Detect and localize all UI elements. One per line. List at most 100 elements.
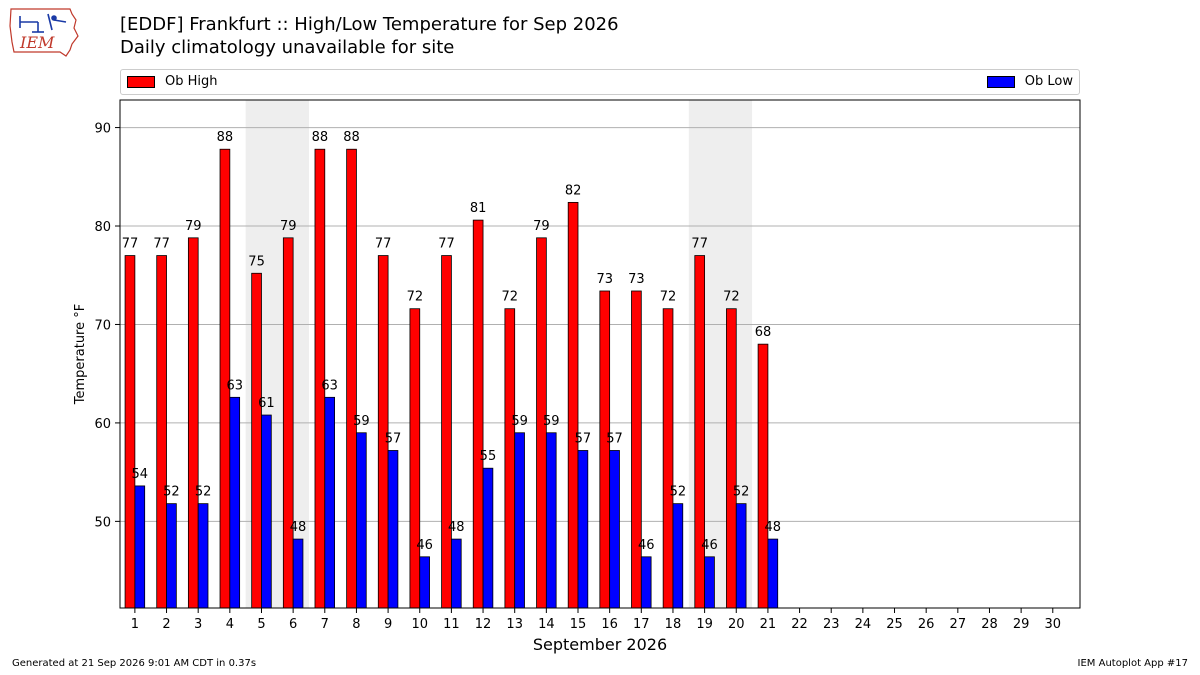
bar-high [346, 148, 357, 609]
app-id: IEM Autoplot App #17 [1077, 658, 1188, 669]
title-line-1: [EDDF] Frankfurt :: High/Low Temperature… [120, 14, 619, 35]
weekend-band [688, 100, 753, 608]
bar-low [577, 450, 589, 609]
x-tick-label: 12 [475, 617, 492, 632]
data-label-low: 59 [543, 414, 560, 429]
y-tick-label: 70 [94, 318, 111, 333]
data-label-high: 68 [755, 325, 772, 340]
chart-title: [EDDF] Frankfurt :: High/Low Temperature… [120, 13, 619, 59]
data-label-high: 72 [723, 290, 740, 305]
legend-item-high: Ob High [127, 74, 218, 89]
legend-swatch-high [127, 75, 155, 88]
data-label-high: 73 [628, 272, 645, 287]
bar-low [229, 396, 241, 609]
data-label-low: 63 [321, 378, 338, 393]
data-label-low: 63 [226, 378, 243, 393]
data-label-high: 79 [185, 219, 202, 234]
logo-text: IEM [19, 33, 55, 52]
plot-frame [119, 99, 1081, 609]
bar-low [324, 396, 335, 609]
data-label-low: 46 [638, 538, 655, 553]
bar-high [726, 308, 737, 609]
legend-label-low: Ob Low [1024, 74, 1073, 89]
data-label-low: 52 [163, 485, 180, 500]
x-tick-label: 18 [665, 617, 682, 632]
data-label-low: 59 [353, 414, 370, 429]
x-tick-label: 8 [352, 617, 360, 632]
data-label-low: 48 [765, 520, 782, 535]
generated-timestamp: Generated at 21 Sep 2026 9:01 AM CDT in … [12, 658, 257, 669]
data-label-low: 52 [195, 485, 212, 500]
x-axis-label: September 2026 [533, 635, 667, 654]
x-tick-label: 2 [162, 617, 170, 632]
weekend-band [245, 100, 309, 608]
bar-low [450, 538, 462, 609]
bar-low [672, 503, 684, 609]
bar-low [514, 432, 525, 609]
data-label-low: 48 [448, 520, 465, 535]
data-label-low: 52 [670, 485, 687, 500]
x-tick-label: 5 [257, 617, 265, 632]
x-tick-label: 6 [289, 617, 297, 632]
bar-high [599, 290, 611, 609]
x-tick-label: 30 [1045, 617, 1062, 632]
x-tick-label: 4 [226, 617, 234, 632]
x-tick-label: 24 [855, 617, 872, 632]
bar-high [409, 308, 421, 609]
x-tick-label: 29 [1013, 617, 1030, 632]
data-label-high: 79 [280, 219, 297, 234]
bar-low [735, 503, 747, 609]
data-label-low: 57 [575, 431, 592, 446]
bar-high [662, 308, 674, 609]
data-label-low: 52 [733, 485, 750, 500]
y-tick-label: 60 [94, 417, 111, 432]
bar-high [156, 255, 167, 609]
x-tick-label: 20 [728, 617, 745, 632]
x-tick-label: 25 [886, 617, 903, 632]
x-tick-label: 26 [918, 617, 935, 632]
x-tick-label: 10 [411, 617, 428, 632]
legend-label-high: Ob High [165, 74, 218, 89]
data-label-low: 54 [132, 467, 149, 482]
y-tick-label: 80 [94, 220, 111, 235]
bar-low [704, 556, 715, 609]
x-tick-label: 3 [194, 617, 202, 632]
bar-high [377, 255, 389, 609]
x-tick-label: 13 [506, 617, 523, 632]
data-label-high: 82 [565, 183, 582, 198]
bar-low [134, 485, 146, 609]
x-tick-label: 27 [950, 617, 967, 632]
bar-high [219, 148, 231, 609]
bar-high [631, 290, 642, 609]
bar-high [757, 343, 769, 609]
bar-low [387, 450, 399, 609]
x-tick-label: 22 [791, 617, 808, 632]
data-label-high: 88 [312, 130, 329, 145]
data-label-high: 77 [153, 237, 170, 252]
data-label-low: 57 [385, 431, 402, 446]
bar-low [419, 556, 430, 609]
data-label-low: 59 [511, 414, 528, 429]
bar-low [261, 414, 272, 609]
legend-swatch-low [986, 75, 1015, 88]
weather-station-icon [19, 13, 67, 33]
bar-high [282, 237, 294, 609]
data-label-high: 77 [438, 237, 455, 252]
bar-low [356, 432, 367, 609]
data-label-high: 72 [660, 290, 677, 305]
data-label-high: 77 [375, 237, 392, 252]
x-tick-label: 28 [981, 617, 998, 632]
bar-low [640, 556, 652, 609]
iem-logo: IEM [9, 8, 79, 57]
data-label-high: 77 [122, 237, 139, 252]
bar-low [166, 503, 177, 609]
data-label-high: 75 [248, 254, 265, 269]
x-tick-label: 23 [823, 617, 840, 632]
bar-high [314, 148, 326, 609]
legend: Ob High Ob Low [120, 69, 1080, 95]
data-label-high: 73 [596, 272, 613, 287]
bar-high [187, 237, 199, 609]
data-label-high: 72 [407, 290, 424, 305]
bar-low [292, 538, 304, 609]
